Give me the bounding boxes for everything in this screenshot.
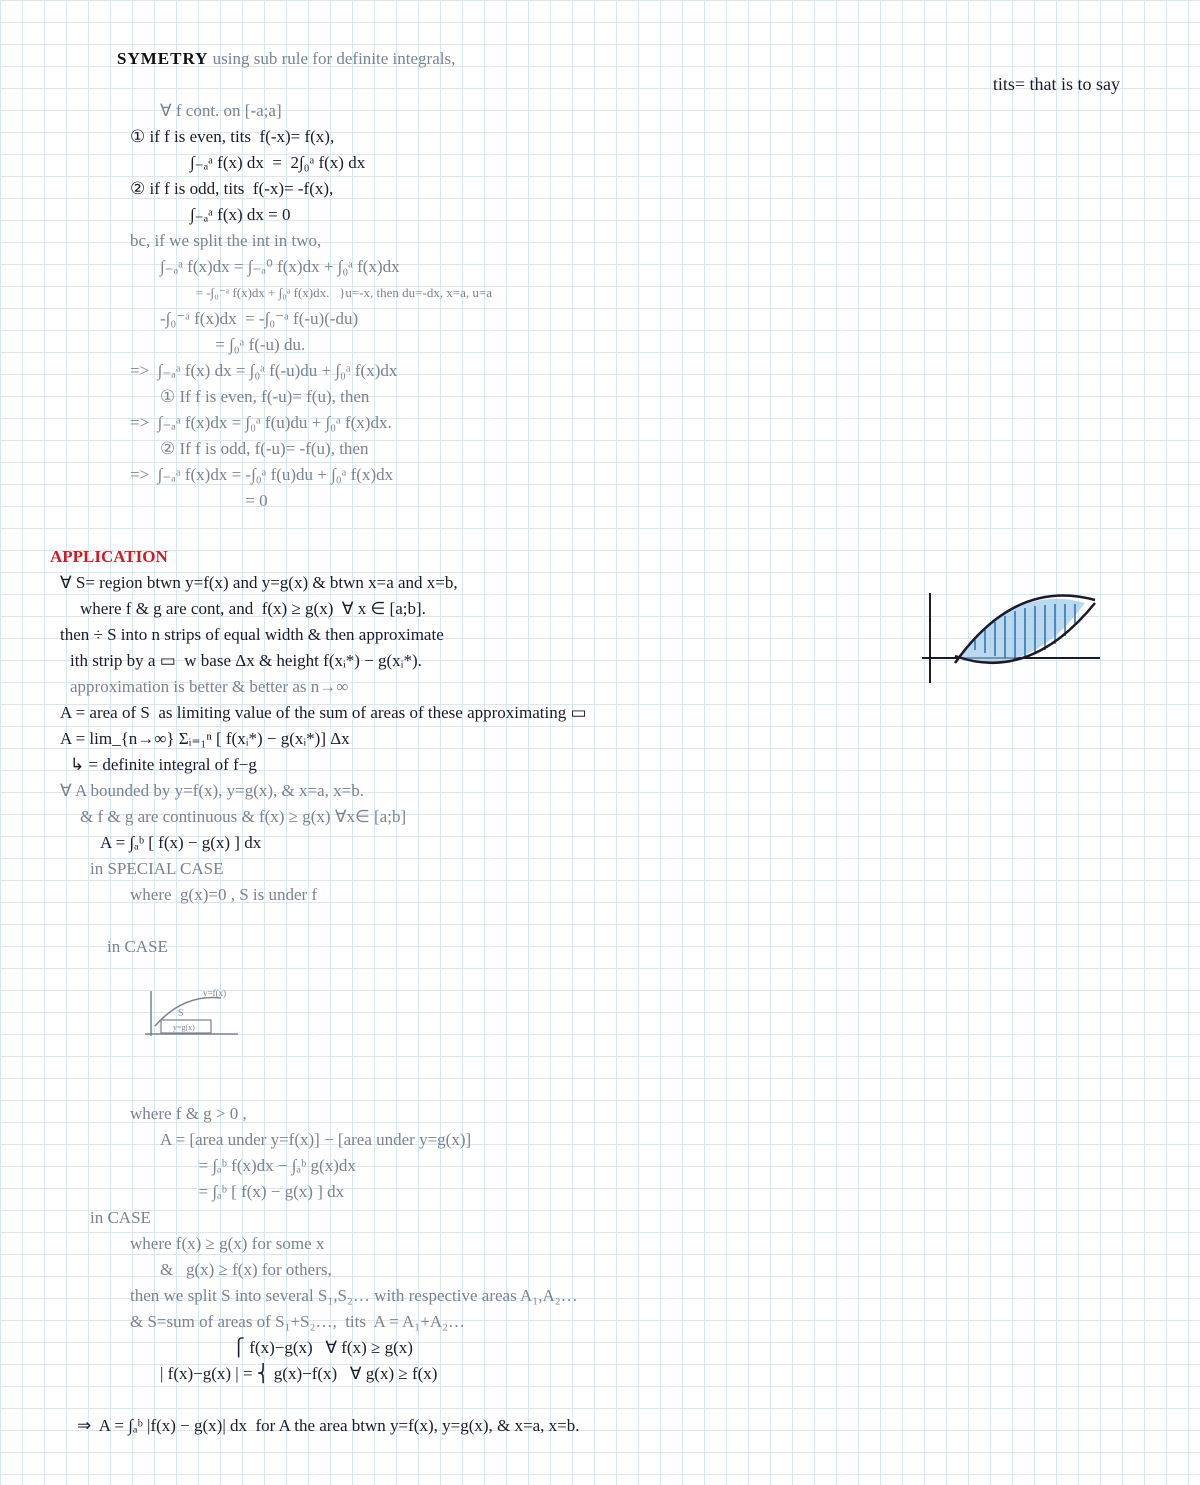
- sym-line-5: bc, if we split the int in two,: [100, 228, 1150, 254]
- sym-line-3: ② if f is odd, tits f(-x)= -f(x),: [100, 176, 1150, 202]
- app-line-24: | f(x)−g(x) | = ⎨ g(x)−f(x) ∀ g(x) ≥ f(x…: [100, 1361, 1150, 1387]
- handwritten-notes-page: tits= that is to say SYMETRY using sub r…: [0, 0, 1200, 1485]
- app-line-7: ↳ = definite integral of f−g: [70, 752, 1150, 778]
- app-line-15: A = [area under y=f(x)] − [area under y=…: [100, 1127, 1150, 1153]
- app-line-23: ⎧ f(x)−g(x) ∀ f(x) ≥ g(x): [100, 1335, 1150, 1361]
- sym-line-8: -∫₀⁻ᵃ f(x)dx = -∫₀⁻ᵃ f(-u)(-du): [100, 306, 1150, 332]
- case-sketch: y=f(x) S y=g(x): [117, 960, 243, 1075]
- app-line-10: A = ∫ₐᵇ [ f(x) − g(x) ] dx: [100, 830, 1150, 856]
- sketch2-label-bot: y=g(x): [173, 1023, 195, 1032]
- region-between-curves-sketch: [920, 578, 1110, 703]
- app-line-14: where f & g > 0 ,: [100, 1101, 1150, 1127]
- app-line-25-text: ⇒ A = ∫ₐᵇ |f(x) − g(x)| dx for A the are…: [77, 1416, 579, 1435]
- app-line-20: & g(x) ≥ f(x) for others,: [100, 1257, 1150, 1283]
- app-line-18: in CASE: [90, 1205, 1150, 1231]
- app-line-25: ⇒ A = ∫ₐᵇ |f(x) − g(x)| dx for A the are…: [60, 1387, 1150, 1465]
- sym-line-11: ① If f is even, f(-u)= f(u), then: [100, 384, 1150, 410]
- sketch2-label-mid: S: [178, 1008, 184, 1019]
- app-line-19: where f(x) ≥ g(x) for some x: [100, 1231, 1150, 1257]
- sym-line-4: ∫₋ₐᵃ f(x) dx = 0: [100, 202, 1150, 228]
- sym-line-6: ∫₋ₐᵃ f(x)dx = ∫₋ₐ⁰ f(x)dx + ∫₀ᵃ f(x)dx: [100, 254, 1150, 280]
- symmetry-subtitle: using sub rule for definite integrals,: [208, 49, 455, 68]
- app-line-6: A = lim_{n→∞} Σᵢ₌₁ⁿ [ f(xᵢ*) − g(xᵢ*)] Δ…: [60, 726, 1150, 752]
- tits-definition-note: tits= that is to say: [993, 74, 1120, 95]
- app-line-8: ∀ A bounded by y=f(x), y=g(x), & x=a, x=…: [60, 778, 1150, 804]
- sketch2-label-top: y=f(x): [203, 988, 226, 998]
- app-line-17: = ∫ₐᵇ [ f(x) − g(x) ] dx: [100, 1179, 1150, 1205]
- sym-line-2: ∫₋ₐᵃ f(x) dx = 2∫₀ᵃ f(x) dx: [100, 150, 1150, 176]
- app-line-16: = ∫ₐᵇ f(x)dx − ∫ₐᵇ g(x)dx: [100, 1153, 1150, 1179]
- app-line-5: A = area of S as limiting value of the s…: [60, 700, 1150, 726]
- sym-line-9: = ∫₀ᵃ f(-u) du.: [100, 332, 1150, 358]
- application-title: APPLICATION: [50, 544, 1150, 570]
- sym-line-0: ∀ f cont. on [-a;a]: [100, 98, 1150, 124]
- sym-line-12: => ∫₋ₐᵃ f(x)dx = ∫₀ᵃ f(u)du + ∫₀ᵃ f(x)dx…: [100, 410, 1150, 436]
- sym-line-14: => ∫₋ₐᵃ f(x)dx = -∫₀ᵃ f(u)du + ∫₀ᵃ f(x)d…: [100, 462, 1150, 488]
- spacer: [100, 514, 1150, 544]
- sym-line-15: = 0: [100, 488, 1150, 514]
- area-between-curves-small-icon: y=f(x) S y=g(x): [143, 986, 243, 1041]
- sym-line-1: ① if f is even, tits f(-x)= f(x),: [100, 124, 1150, 150]
- app-line-21: then we split S into several S₁,S₂… with…: [100, 1283, 1150, 1309]
- symmetry-title: SYMETRY: [117, 49, 208, 68]
- app-line-22: & S=sum of areas of S₁+S₂…, tits A = A₁+…: [100, 1309, 1150, 1335]
- sym-line-10: => ∫₋ₐᵃ f(x) dx = ∫₀ᵃ f(-u)du + ∫₀ᵃ f(x)…: [100, 358, 1150, 384]
- sym-line-13: ② If f is odd, f(-u)= -f(u), then: [100, 436, 1150, 462]
- area-between-curves-icon: [920, 578, 1110, 698]
- app-line-13-text: in CASE: [107, 937, 168, 956]
- app-line-11: in SPECIAL CASE: [90, 856, 1150, 882]
- app-line-9: & f & g are continuous & f(x) ≥ g(x) ∀x∈…: [80, 804, 1150, 830]
- app-line-13: in CASE y=f(x) S y=g(x): [90, 908, 1150, 1101]
- app-line-12: where g(x)=0 , S is under f: [100, 882, 1150, 908]
- sym-line-7: = -∫₀⁻ᵃ f(x)dx + ∫₀ᵃ f(x)dx. }u=-x, then…: [100, 280, 1150, 306]
